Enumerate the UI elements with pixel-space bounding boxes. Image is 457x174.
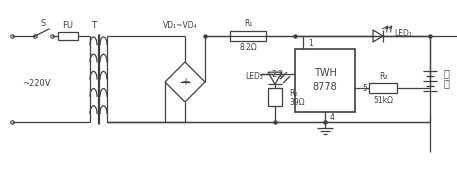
Bar <box>230 31 266 41</box>
Text: 1: 1 <box>308 39 313 49</box>
Text: 8.2Ω: 8.2Ω <box>239 44 257 53</box>
Bar <box>295 49 355 112</box>
Text: LED₁: LED₁ <box>394 29 412 38</box>
Text: T: T <box>91 21 96 30</box>
Text: R₂: R₂ <box>289 89 298 98</box>
Text: R₃: R₃ <box>379 72 387 81</box>
Text: 51kΩ: 51kΩ <box>373 96 393 105</box>
Text: 电: 电 <box>443 78 449 88</box>
Text: LED₂: LED₂ <box>245 72 263 81</box>
Text: TWH: TWH <box>314 68 336 77</box>
Text: ~220V: ~220V <box>22 80 51 89</box>
Text: 8778: 8778 <box>313 82 337 93</box>
Text: 39Ω: 39Ω <box>289 98 305 107</box>
Text: S: S <box>41 18 46 27</box>
Text: +: + <box>181 77 189 87</box>
Text: 池: 池 <box>443 68 449 78</box>
Text: FU: FU <box>63 21 74 30</box>
Text: 4: 4 <box>330 113 335 122</box>
Text: VD₁~VD₄: VD₁~VD₄ <box>163 21 197 30</box>
Bar <box>268 88 282 106</box>
Text: 5: 5 <box>362 84 367 93</box>
Bar <box>369 83 397 93</box>
Bar <box>58 32 78 40</box>
Text: 2.3: 2.3 <box>271 70 283 79</box>
Text: R₁: R₁ <box>244 19 252 29</box>
